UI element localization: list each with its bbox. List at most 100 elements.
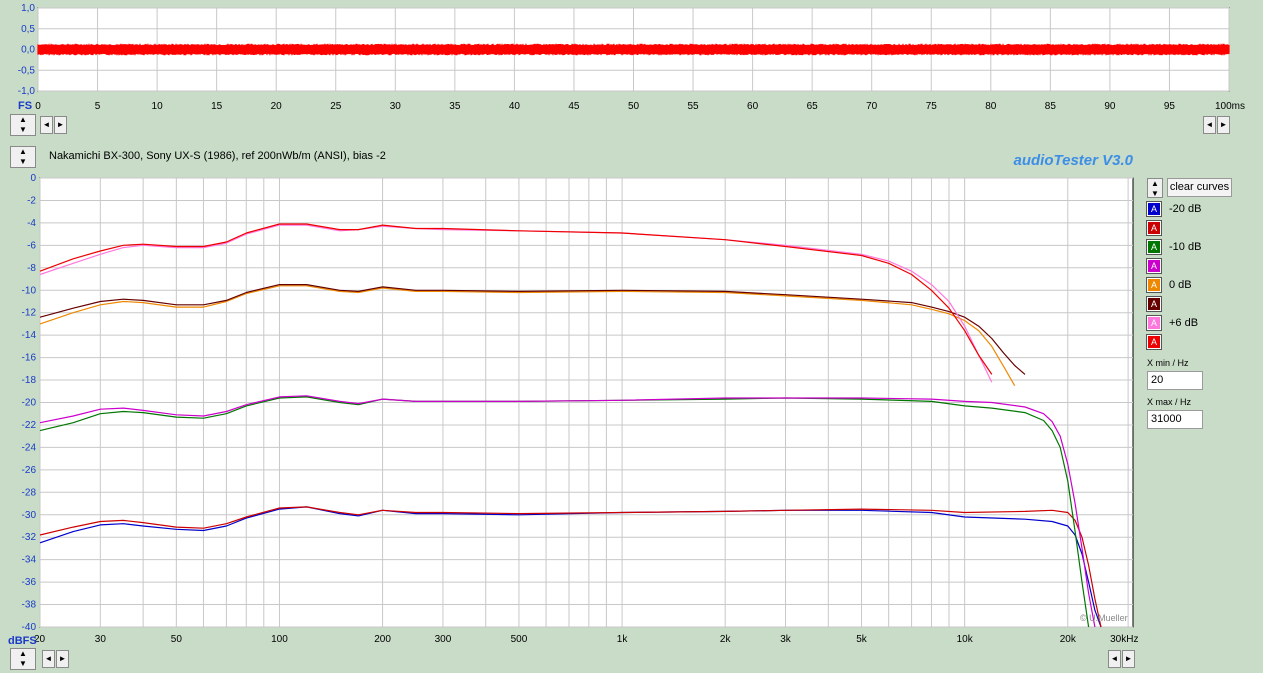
frequency-curve-0: [39, 506, 1102, 628]
x-tick-label: 200: [374, 634, 391, 645]
brand-label: audioTester V3.0: [1013, 152, 1134, 169]
y-tick-label: 0,0: [21, 45, 35, 56]
freq-zoom-right-button[interactable]: ►: [1122, 650, 1135, 668]
y-tick-label: -20: [22, 398, 37, 409]
time-domain-chart: 1,0 0,5 0,0 -0,5 -1,0 0 5 10 15 20 25 30 35 40 45 50 55…: [18, 3, 1245, 112]
x-tick-label: 100ms: [1215, 101, 1245, 112]
clear-curves-button[interactable]: clear curves: [1167, 178, 1232, 197]
x-tick-label: 30: [95, 634, 107, 645]
x-tick-label: 70: [866, 101, 878, 112]
x-tick-label: 20: [271, 101, 283, 112]
y-tick-label: -10: [22, 285, 37, 296]
right-arrow-icon[interactable]: ►: [1124, 654, 1133, 663]
curve-swatch[interactable]: A: [1146, 315, 1162, 331]
x-tick-label: 10k: [957, 634, 974, 645]
down-arrow-icon[interactable]: ▼: [19, 125, 27, 134]
freq-scroll-left-button[interactable]: ◄: [42, 650, 55, 668]
x-tick-label: 80: [985, 101, 997, 112]
time-zoom-left-button[interactable]: ◄: [1203, 116, 1216, 134]
x-tick-label: 40: [509, 101, 521, 112]
x-tick-label: 65: [807, 101, 819, 112]
frequency-curve-5: [39, 284, 1026, 375]
curve-swatch[interactable]: A: [1146, 258, 1162, 274]
right-arrow-icon[interactable]: ►: [58, 654, 67, 663]
y-tick-label: -22: [22, 420, 37, 431]
time-scroll-right-button[interactable]: ►: [54, 116, 67, 134]
curve-swatch[interactable]: A: [1146, 220, 1162, 236]
x-tick-label: 85: [1045, 101, 1057, 112]
right-arrow-icon[interactable]: ►: [56, 120, 65, 129]
y-tick-label: -6: [27, 240, 36, 251]
y-tick-label: -38: [22, 600, 37, 611]
curves-stepper[interactable]: ▲ ▼: [1147, 178, 1163, 198]
legend-label: -10 dB: [1169, 241, 1202, 253]
frequency-curve-1: [39, 506, 1102, 628]
xmin-input[interactable]: 20: [1147, 371, 1203, 390]
legend-label: -20 dB: [1169, 203, 1202, 215]
up-arrow-icon[interactable]: ▲: [1151, 179, 1159, 188]
x-tick-label: 100: [271, 634, 288, 645]
y-tick-label: -12: [22, 308, 37, 319]
freq-y-scroll-stepper[interactable]: ▲ ▼: [10, 648, 36, 670]
time-scroll-left-button[interactable]: ◄: [40, 116, 53, 134]
y-tick-label: -28: [22, 487, 37, 498]
legend-label: +6 dB: [1169, 317, 1199, 329]
frequency-ylabel: dBFS: [8, 635, 37, 647]
x-tick-label: 60: [747, 101, 759, 112]
x-tick-label: 55: [687, 101, 699, 112]
y-tick-label: -2: [27, 195, 36, 206]
left-arrow-icon[interactable]: ◄: [42, 120, 51, 129]
x-tick-label: 20: [34, 634, 46, 645]
xmax-input[interactable]: 31000: [1147, 410, 1203, 429]
left-arrow-icon[interactable]: ◄: [1110, 654, 1119, 663]
y-tick-label: -4: [27, 218, 36, 229]
x-tick-label: 15: [211, 101, 223, 112]
down-arrow-icon[interactable]: ▼: [19, 157, 27, 166]
curve-swatch[interactable]: A: [1146, 201, 1162, 217]
time-y-zoom-stepper[interactable]: ▲ ▼: [10, 114, 36, 136]
left-arrow-icon[interactable]: ◄: [1205, 120, 1214, 129]
x-tick-label: 30: [390, 101, 402, 112]
time-signal-trace: [37, 43, 1230, 56]
freq-scroll-right-button[interactable]: ►: [56, 650, 69, 668]
freq-zoom-left-button[interactable]: ◄: [1108, 650, 1121, 668]
spectrum-y-zoom-stepper[interactable]: ▲ ▼: [10, 146, 36, 168]
xmax-label: X max / Hz: [1147, 397, 1192, 407]
y-tick-label: 0: [30, 173, 36, 184]
left-arrow-icon[interactable]: ◄: [44, 654, 53, 663]
frequency-curve-7: [39, 223, 993, 375]
x-tick-label: 50: [171, 634, 183, 645]
x-tick-label: 20k: [1060, 634, 1077, 645]
right-arrow-icon[interactable]: ►: [1219, 120, 1228, 129]
up-arrow-icon[interactable]: ▲: [19, 649, 27, 658]
y-tick-label: -30: [22, 510, 37, 521]
x-tick-label: 30kHz: [1110, 634, 1138, 645]
y-tick-label: -1,0: [18, 86, 36, 97]
y-tick-label: -40: [22, 622, 37, 633]
x-tick-label: 45: [568, 101, 580, 112]
curve-swatch[interactable]: A: [1146, 296, 1162, 312]
watermark: © U.Mueller: [1080, 613, 1128, 623]
y-tick-label: -26: [22, 465, 37, 476]
curve-swatch[interactable]: A: [1146, 334, 1162, 350]
xmin-label: X min / Hz: [1147, 358, 1189, 368]
x-tick-label: 75: [926, 101, 938, 112]
curve-swatch[interactable]: A: [1146, 239, 1162, 255]
x-tick-label: 50: [628, 101, 640, 112]
y-tick-label: -34: [22, 555, 37, 566]
curve-swatch[interactable]: A: [1146, 277, 1162, 293]
x-tick-label: 5k: [856, 634, 868, 645]
time-zoom-right-button[interactable]: ►: [1217, 116, 1230, 134]
frequency-response-chart: 0 -2 -4 -6 -8 -10 -12 -14 -16 -18 -20 -22 -24 -26 -28 -…: [8, 173, 1138, 647]
x-tick-label: 10: [152, 101, 164, 112]
up-arrow-icon[interactable]: ▲: [19, 147, 27, 156]
y-tick-label: 0,5: [21, 24, 35, 35]
x-tick-label: 0: [35, 101, 41, 112]
up-arrow-icon[interactable]: ▲: [19, 115, 27, 124]
down-arrow-icon[interactable]: ▼: [1151, 189, 1159, 198]
y-tick-label: -32: [22, 532, 37, 543]
y-tick-label: -8: [27, 263, 36, 274]
down-arrow-icon[interactable]: ▼: [19, 659, 27, 668]
x-tick-label: 90: [1104, 101, 1116, 112]
chart-title: Nakamichi BX-300, Sony UX-S (1986), ref …: [49, 150, 386, 162]
